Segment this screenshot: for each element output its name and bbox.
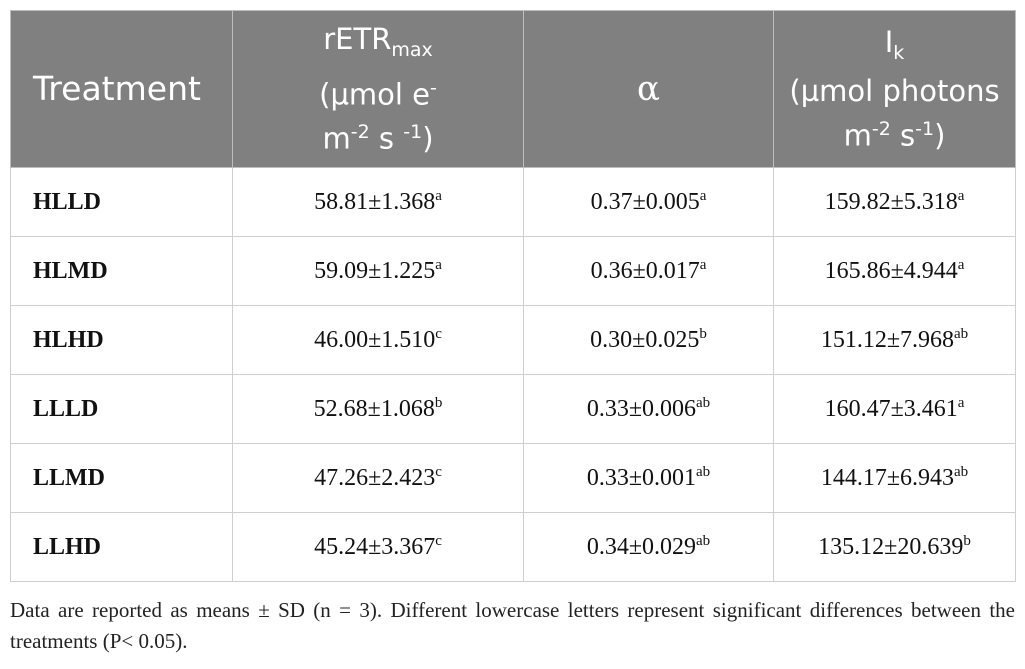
cell-value: 59.09±1.225 <box>314 257 436 284</box>
value-cell: 0.30±0.025b <box>523 305 774 375</box>
significance-letters: a <box>699 256 707 273</box>
cell-value: 0.33±0.001 <box>586 464 696 491</box>
cell-value: 135.12±20.639 <box>818 533 964 560</box>
significance-letters: a <box>957 187 965 204</box>
significance-letters: a <box>957 394 965 411</box>
header-cell: rETRmax (µmol e- m-2 s -1) <box>232 10 524 168</box>
header-sup: -2 <box>871 118 891 141</box>
header-text: rETR <box>323 21 392 56</box>
header-sup: -1 <box>403 121 423 144</box>
value-cell: 59.09±1.225a <box>232 236 524 306</box>
cell-value: 159.82±5.318 <box>824 188 958 215</box>
value-cell: 151.12±7.968ab <box>773 305 1016 375</box>
significance-letters: ab <box>696 532 711 549</box>
significance-letters: b <box>434 394 443 411</box>
significance-letters: b <box>963 532 971 549</box>
value-cell: 46.00±1.510c <box>232 305 524 375</box>
cell-value: 45.24±3.367 <box>314 533 436 560</box>
value-cell: 165.86±4.944a <box>773 236 1016 306</box>
treatment-cell: HLHD <box>10 305 233 375</box>
cell-value: 151.12±7.968 <box>820 326 954 353</box>
value-cell: 47.26±2.423c <box>232 443 524 513</box>
cell-value: 144.17±6.943 <box>820 464 954 491</box>
significance-letters: b <box>699 325 707 342</box>
header-sub: k <box>893 42 905 65</box>
value-cell: 135.12±20.639b <box>773 512 1016 582</box>
cell-value: 58.81±1.368 <box>314 188 436 215</box>
data-table: Treatment rETRmax (µmol e-m-2 s -1) α Ik(… <box>10 10 1016 582</box>
cell-value: 52.68±1.068 <box>313 395 435 422</box>
header-text: m <box>843 118 872 153</box>
header-sup: -2 <box>350 121 370 144</box>
header-text: s <box>900 118 916 153</box>
value-cell: 58.81±1.368a <box>232 167 524 237</box>
header-text: s <box>378 122 395 157</box>
value-cell: 144.17±6.943ab <box>773 443 1016 513</box>
header-text: (µmol e <box>319 77 430 112</box>
cell-value: 0.30±0.025 <box>590 326 700 353</box>
significance-letters: ab <box>696 394 711 411</box>
table-row: LLMD 47.26±2.423c 0.33±0.001ab 144.17±6.943… <box>10 443 1016 513</box>
header-cell: Treatment <box>10 10 233 168</box>
treatment-cell: HLMD <box>10 236 233 306</box>
significance-letters: a <box>435 256 442 273</box>
value-cell: 159.82±5.318a <box>773 167 1016 237</box>
treatment-cell: HLLD <box>10 167 233 237</box>
cell-value: 0.37±0.005 <box>590 188 700 215</box>
value-cell: 160.47±3.461a <box>773 374 1016 444</box>
header-sup: -1 <box>915 118 935 141</box>
table-row: LLLD 52.68±1.068b 0.33±0.006ab 160.47±3.461… <box>10 374 1016 444</box>
header-text: Treatment <box>33 69 201 108</box>
header-row: Treatment rETRmax (µmol e-m-2 s -1) α Ik(… <box>10 10 1016 168</box>
cell-value: 0.33±0.006 <box>586 395 696 422</box>
significance-letters: ab <box>954 463 969 480</box>
header-text: (µmol photons <box>789 74 1000 109</box>
cell-value: 165.86±4.944 <box>824 257 958 284</box>
header-text: I <box>884 25 894 60</box>
table-row: LLHD 45.24±3.367c 0.34±0.029ab 135.12±20.63… <box>10 512 1016 582</box>
value-cell: 52.68±1.068b <box>232 374 524 444</box>
footnote: Data are reported as means ± SD (n = 3).… <box>10 598 1015 653</box>
value-cell: 0.37±0.005a <box>523 167 774 237</box>
significance-letters: a <box>957 256 965 273</box>
header-sub: max <box>391 38 433 61</box>
table-row: HLHD 46.00±1.510c 0.30±0.025b 151.12±7.968a… <box>10 305 1016 375</box>
treatment-cell: LLHD <box>10 512 233 582</box>
header-cell: Ik (µmol photons m-2 s-1) <box>773 10 1016 168</box>
header-sup: - <box>430 76 437 99</box>
table-body: HLLD 58.81±1.368a 0.37±0.005a 159.82±5.318a… <box>10 167 1016 582</box>
value-cell: 0.33±0.006ab <box>523 374 774 444</box>
value-cell: 0.34±0.029ab <box>523 512 774 582</box>
cell-value: 160.47±3.461 <box>824 395 958 422</box>
cell-value: 47.26±2.423 <box>314 464 436 491</box>
value-cell: 0.33±0.001ab <box>523 443 774 513</box>
significance-letters: c <box>435 325 442 342</box>
value-cell: 0.36±0.017a <box>523 236 774 306</box>
significance-letters: ab <box>954 325 969 342</box>
significance-letters: ab <box>696 463 711 480</box>
treatment-cell: LLMD <box>10 443 233 513</box>
significance-letters: a <box>435 187 442 204</box>
header-text: α <box>637 69 660 109</box>
significance-letters: c <box>435 463 442 480</box>
table-row: HLLD 58.81±1.368a 0.37±0.005a 159.82±5.318a <box>10 167 1016 237</box>
header-text: ) <box>934 118 946 153</box>
header-text: ) <box>422 122 434 157</box>
significance-letters: a <box>699 187 707 204</box>
cell-value: 0.34±0.029 <box>586 533 696 560</box>
cell-value: 0.36±0.017 <box>590 257 700 284</box>
treatment-cell: LLLD <box>10 374 233 444</box>
cell-value: 46.00±1.510 <box>314 326 436 353</box>
value-cell: 45.24±3.367c <box>232 512 524 582</box>
header-text: m <box>322 122 351 157</box>
significance-letters: c <box>435 532 442 549</box>
table-row: HLMD 59.09±1.225a 0.36±0.017a 165.86±4.944a <box>10 236 1016 306</box>
header-cell: α <box>523 10 774 168</box>
